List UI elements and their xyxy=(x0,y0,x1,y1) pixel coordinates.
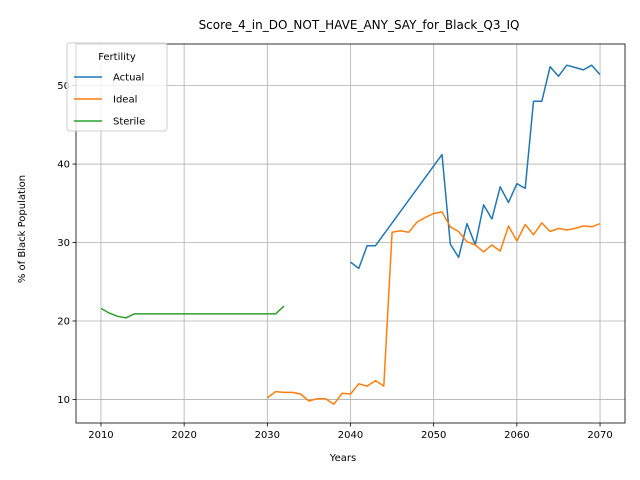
y-tick-label: 10 xyxy=(57,395,70,406)
x-axis-label: Years xyxy=(329,453,356,464)
legend-box xyxy=(66,42,168,132)
y-axis-label: % of Black Population xyxy=(17,175,28,283)
y-tick-label: 50 xyxy=(57,81,70,92)
x-tick-label: 2030 xyxy=(255,430,280,441)
x-tick-label: 2050 xyxy=(421,430,446,441)
y-tick-label: 40 xyxy=(57,160,70,171)
series-line-ideal xyxy=(266,211,601,405)
legend-label-sterile: Sterile xyxy=(113,117,145,128)
x-tick-label: 2010 xyxy=(88,430,113,441)
chart-title: Score_4_in_DO_NOT_HAVE_ANY_SAY_for_Black… xyxy=(199,18,520,32)
y-tick-label: 30 xyxy=(57,238,70,249)
x-tick-label: 2040 xyxy=(338,430,363,441)
series-lines xyxy=(100,64,601,405)
legend-title: Fertility xyxy=(98,52,136,63)
x-tick-label: 2020 xyxy=(171,430,196,441)
legend: Fertility Actual Ideal Sterile xyxy=(66,42,168,132)
series-line-actual xyxy=(350,64,601,270)
x-tick-label: 2060 xyxy=(504,430,529,441)
series-line-sterile xyxy=(100,305,285,319)
y-tick-label: 20 xyxy=(57,316,70,327)
legend-label-actual: Actual xyxy=(113,73,144,84)
x-axis: 2010 2020 2030 2040 2050 2060 2070 xyxy=(88,423,613,441)
x-tick-label: 2070 xyxy=(587,430,612,441)
legend-label-ideal: Ideal xyxy=(113,95,137,106)
